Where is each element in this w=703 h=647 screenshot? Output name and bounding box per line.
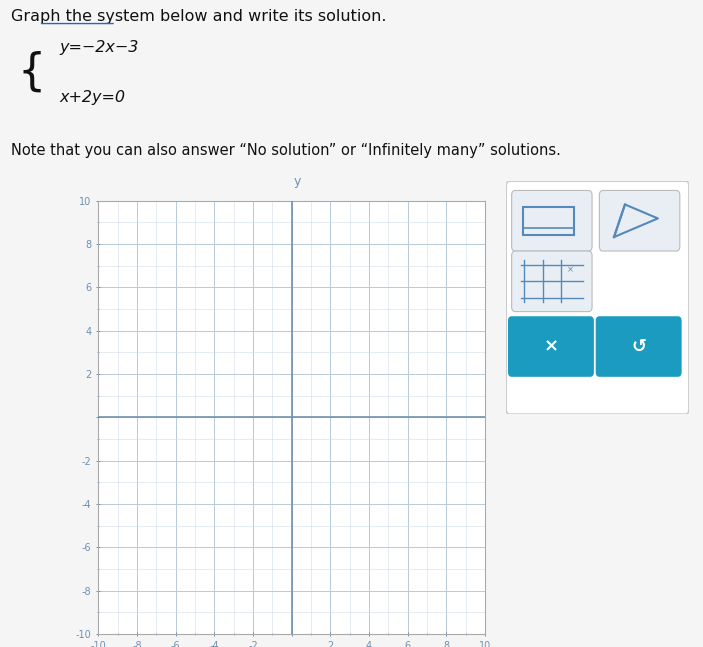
- Text: {: {: [18, 51, 46, 94]
- Text: Graph the system below and write its solution.: Graph the system below and write its sol…: [11, 9, 386, 24]
- Text: ×: ×: [543, 338, 558, 356]
- Bar: [522, 207, 574, 235]
- Text: ×: ×: [567, 265, 574, 274]
- FancyBboxPatch shape: [600, 190, 680, 251]
- Text: y=−2x−3: y=−2x−3: [60, 39, 139, 54]
- Text: y: y: [293, 175, 301, 188]
- FancyBboxPatch shape: [512, 190, 592, 251]
- FancyBboxPatch shape: [506, 181, 689, 414]
- FancyBboxPatch shape: [595, 316, 682, 377]
- Text: Note that you can also answer “No solution” or “Infinitely many” solutions.: Note that you can also answer “No soluti…: [11, 143, 560, 158]
- Text: ↺: ↺: [631, 338, 646, 356]
- FancyBboxPatch shape: [508, 316, 594, 377]
- FancyBboxPatch shape: [512, 251, 592, 312]
- Text: x+2y=0: x+2y=0: [60, 91, 126, 105]
